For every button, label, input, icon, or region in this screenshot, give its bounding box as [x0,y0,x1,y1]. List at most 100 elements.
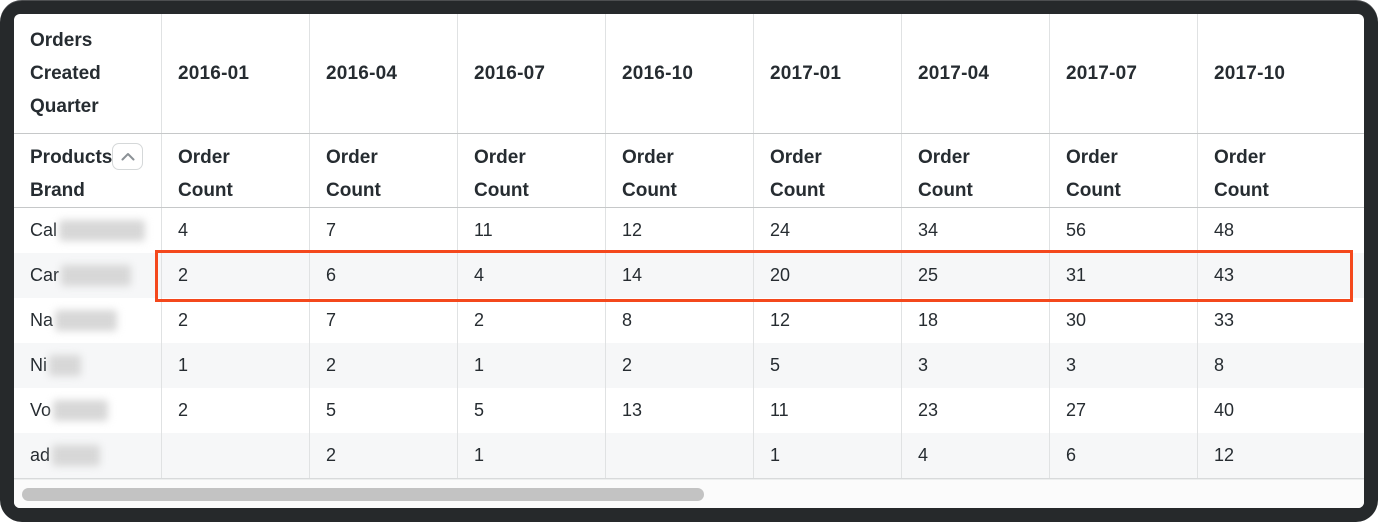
brand-cell[interactable]: Cal [14,208,161,253]
value-cell[interactable]: 34 [901,208,1049,253]
sort-button[interactable] [112,143,143,170]
value-cell[interactable]: 6 [309,253,457,298]
brand-cell[interactable]: Vo [14,388,161,433]
value-cell[interactable]: 5 [309,388,457,433]
value-cell[interactable]: 43 [1197,253,1345,298]
value-cell[interactable]: 12 [605,208,753,253]
value-cell[interactable]: 4 [901,433,1049,478]
measure-header[interactable]: Order Count [605,134,753,207]
column-header-2017-04[interactable]: 2017-04 [901,14,1049,133]
order-count: 2 [326,445,337,465]
value-cell[interactable]: 30 [1049,298,1197,343]
value-cell[interactable]: 6 [1049,433,1197,478]
brand-cell[interactable]: Na [14,298,161,343]
order-count: 8 [622,310,633,330]
measure-header[interactable]: Order Count [161,134,309,207]
table-panel: Orders Created Quarter 2016-01 2016-04 2… [14,14,1364,508]
value-cell[interactable]: 13 [605,388,753,433]
value-cell[interactable]: 8 [605,298,753,343]
value-cell[interactable]: 20 [753,253,901,298]
order-count: 24 [770,220,791,240]
value-cell[interactable]: 14 [605,253,753,298]
value-cell[interactable]: 48 [1197,208,1345,253]
brand-prefix: Car [30,265,60,285]
column-header-2016-04[interactable]: 2016-04 [309,14,457,133]
value-cell[interactable]: 2 [457,298,605,343]
value-cell[interactable]: 23 [901,388,1049,433]
value-cell[interactable]: 1 [457,343,605,388]
order-count: 4 [178,220,189,240]
value-cell[interactable]: 33 [1197,298,1345,343]
value-cell[interactable] [605,433,753,478]
order-count: 7 [326,310,337,330]
brand-cell[interactable]: Car [14,253,161,298]
order-count: 2 [178,400,189,420]
column-header-2016-07[interactable]: 2016-07 [457,14,605,133]
value-cell[interactable]: 24 [753,208,901,253]
redacted-text [53,400,109,421]
value-cell[interactable]: 1 [753,433,901,478]
value-cell[interactable]: 18 [901,298,1049,343]
value-cell[interactable]: 1 [161,343,309,388]
redacted-text [49,355,81,376]
value-cell[interactable]: 5 [457,388,605,433]
measure-header[interactable]: Order Count [753,134,901,207]
value-cell[interactable]: 5 [753,343,901,388]
brand-cell[interactable]: ad [14,433,161,478]
value-cell[interactable]: 3 [1049,343,1197,388]
order-count: 5 [326,400,337,420]
order-count: 34 [918,220,939,240]
measure-header[interactable]: Order Count [457,134,605,207]
order-count: 1 [770,445,781,465]
order-count: 6 [326,265,337,285]
order-count: 8 [1214,355,1225,375]
column-header-2016-01[interactable]: 2016-01 [161,14,309,133]
order-count: 13 [622,400,643,420]
measure-header[interactable]: Order Count [1197,134,1345,207]
measure-header[interactable]: Order Count [309,134,457,207]
value-cell[interactable]: 8 [1197,343,1345,388]
value-cell[interactable]: 11 [753,388,901,433]
value-cell[interactable]: 2 [309,433,457,478]
value-cell[interactable]: 2 [605,343,753,388]
column-header-2017-07[interactable]: 2017-07 [1049,14,1197,133]
column-header-2017-01[interactable]: 2017-01 [753,14,901,133]
order-count: 2 [178,310,189,330]
value-cell[interactable] [161,433,309,478]
value-cell[interactable]: 56 [1049,208,1197,253]
horizontal-scrollbar-thumb[interactable] [22,488,704,501]
value-cell[interactable]: 2 [161,298,309,343]
horizontal-scrollbar-track[interactable] [14,479,1364,508]
value-cell[interactable]: 31 [1049,253,1197,298]
value-cell[interactable]: 11 [457,208,605,253]
order-count: 7 [326,220,337,240]
value-cell[interactable]: 7 [309,208,457,253]
measure-header[interactable]: Order Count [1049,134,1197,207]
order-count: 33 [1214,310,1235,330]
corner-column-dimension: Orders Created Quarter [14,14,161,133]
value-cell[interactable]: 3 [901,343,1049,388]
measure-header[interactable]: Order Count [901,134,1049,207]
value-cell[interactable]: 1 [457,433,605,478]
column-header-2016-10[interactable]: 2016-10 [605,14,753,133]
redacted-text [55,310,118,331]
value-cell[interactable]: 2 [309,343,457,388]
row-dimension-header[interactable]: Products Brand [14,134,161,207]
value-cell[interactable]: 2 [161,388,309,433]
value-cell[interactable]: 40 [1197,388,1345,433]
value-cell[interactable]: 2 [161,253,309,298]
value-cell[interactable]: 4 [457,253,605,298]
column-header-2017-10[interactable]: 2017-10 [1197,14,1345,133]
measure-label: Order Count [918,147,973,201]
value-cell[interactable]: 25 [901,253,1049,298]
value-cell[interactable]: 12 [753,298,901,343]
quarter-label: 2017-07 [1066,62,1138,84]
value-cell[interactable]: 7 [309,298,457,343]
measure-label: Order Count [1214,147,1269,201]
table-row: Ni 1 2 1 2 5 3 3 8 [14,343,1364,388]
brand-cell[interactable]: Ni [14,343,161,388]
value-cell[interactable]: 12 [1197,433,1345,478]
value-cell[interactable]: 27 [1049,388,1197,433]
value-cell[interactable]: 4 [161,208,309,253]
